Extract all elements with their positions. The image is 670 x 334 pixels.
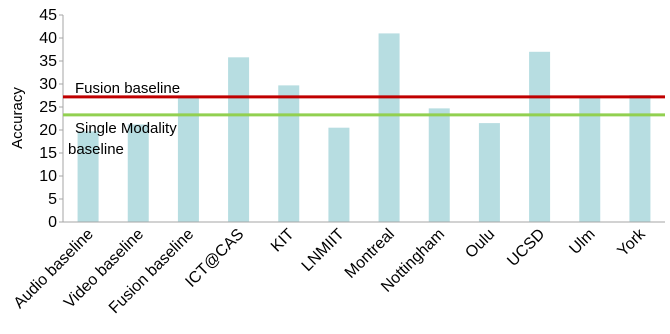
y-tick-label: 10	[39, 168, 57, 185]
x-tick-label: KIT	[268, 226, 298, 256]
bar	[629, 95, 651, 222]
bar	[428, 108, 450, 222]
y-tick-label: 40	[39, 30, 57, 47]
x-tick-label: LNMIIT	[299, 226, 348, 275]
bars-group	[77, 33, 651, 223]
bar	[77, 131, 99, 222]
x-tick-label: Ulm	[566, 226, 598, 258]
y-tick-label: 15	[39, 145, 57, 162]
bar	[228, 57, 250, 222]
y-tick-label: 0	[48, 214, 57, 231]
bar	[328, 127, 350, 222]
x-tick-label: York	[614, 225, 649, 260]
fusion-baseline-label: Fusion baseline	[75, 80, 180, 97]
single-modality-label-line1: Single Modality	[75, 120, 177, 137]
bar	[478, 123, 500, 222]
bar	[378, 33, 400, 223]
bar	[177, 97, 199, 222]
bar	[278, 85, 300, 222]
bar	[529, 51, 551, 222]
single-modality-label-line2: baseline	[68, 141, 124, 158]
x-tick-label: UCSD	[504, 226, 548, 270]
y-tick-label: 30	[39, 76, 57, 93]
y-tick-label: 20	[39, 122, 57, 139]
bar	[579, 97, 601, 222]
y-tick-label: 25	[39, 99, 57, 116]
reference-lines: Fusion baseline Single Modality baseline	[63, 80, 665, 158]
bar	[127, 124, 149, 222]
x-tick-label: Oulu	[462, 226, 498, 262]
x-tick-label: Fusion baseline	[106, 226, 197, 317]
y-axis-label: Accuracy	[9, 87, 26, 149]
y-tick-label: 35	[39, 53, 57, 70]
y-tick-labels: 0 5 10 15 20 25 30 35 40 45	[39, 7, 57, 231]
y-tick-label: 45	[39, 7, 57, 24]
y-tick-label: 5	[48, 191, 57, 208]
y-tick-marks	[59, 14, 63, 223]
